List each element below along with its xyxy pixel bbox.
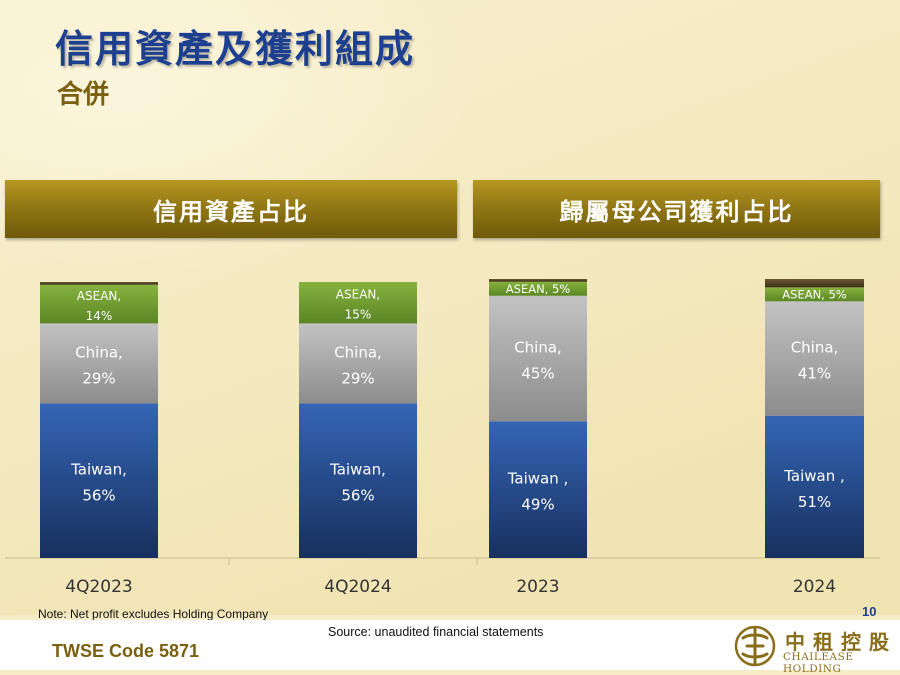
logo-chinese-text: 中租控股: [785, 630, 897, 654]
data-label-taiwan-value-0: 56%: [82, 487, 115, 505]
data-label-taiwan-value-2: 49%: [521, 496, 554, 514]
bar-asean-1: [299, 282, 417, 324]
data-label-asean-2: ASEAN, 5%: [506, 282, 571, 296]
bar-taiwan-3: [765, 415, 864, 558]
bar-asean-0: [40, 284, 158, 324]
bar-taiwan-2: [489, 421, 587, 558]
page-title: 信用資產及獲利組成: [55, 27, 416, 71]
logo-mark-icon: [734, 625, 776, 667]
x-tick-label-2: 2023: [516, 577, 559, 597]
data-label-asean-value-0: 14%: [86, 309, 113, 323]
data-label-china-value-1: 29%: [341, 369, 374, 387]
data-label-china-name-0: China,: [75, 343, 123, 361]
data-label-taiwan-name-0: Taiwan,: [70, 461, 127, 479]
data-label-china-value-3: 41%: [798, 365, 831, 383]
x-tick-label-1: 4Q2024: [324, 577, 391, 597]
bar-china-0: [40, 323, 158, 404]
data-label-china-value-0: 29%: [82, 369, 115, 387]
bar-other-0: [40, 282, 158, 285]
logo-english-text: CHAILEASE HOLDING: [783, 651, 854, 675]
page-number: 10: [862, 604, 877, 619]
data-label-asean-value-1: 15%: [345, 308, 372, 322]
bar-china-3: [765, 301, 864, 416]
bar-other-3: [765, 279, 864, 288]
source-note: Source: unaudited financial statements: [328, 625, 544, 639]
data-label-taiwan-name-2: Taiwan ,: [507, 470, 569, 488]
bar-china-2: [489, 295, 587, 422]
bar-asean-3: [765, 287, 864, 302]
data-label-china-name-2: China,: [514, 339, 562, 357]
bar-asean-2: [489, 281, 587, 296]
twse-code: TWSE Code 5871: [52, 641, 200, 661]
data-label-taiwan-name-3: Taiwan ,: [783, 467, 845, 485]
data-label-china-value-2: 45%: [521, 365, 554, 383]
x-tick-label-3: 2024: [793, 577, 836, 597]
data-label-china-name-3: China,: [791, 339, 839, 357]
bar-other-2: [489, 279, 587, 282]
page-subtitle: 合併: [57, 80, 110, 110]
banner-credit-assets: 信用資產占比: [5, 180, 457, 238]
x-tick-label-0: 4Q2023: [65, 577, 132, 597]
data-label-taiwan-value-1: 56%: [341, 487, 374, 505]
bar-taiwan-0: [40, 403, 158, 558]
data-label-asean-name-1: ASEAN,: [336, 288, 380, 302]
stacked-bar-chart: Taiwan, 56% China, 29% ASEAN, 14% 4Q2023 Taiwan…: [5, 279, 880, 597]
company-logo: 中租控股 CHAILEASE HOLDING: [733, 624, 898, 675]
bar-taiwan-1: [299, 403, 417, 558]
data-label-china-name-1: China,: [334, 343, 382, 361]
data-label-asean-name-0: ASEAN,: [77, 289, 121, 303]
banner-net-profit: 歸屬母公司獲利占比: [473, 180, 880, 238]
data-label-taiwan-value-3: 51%: [798, 493, 831, 511]
bar-china-1: [299, 323, 417, 404]
data-label-taiwan-name-1: Taiwan,: [329, 461, 386, 479]
footnote: Note: Net profit excludes Holding Compan…: [38, 607, 269, 621]
data-label-asean-3: ASEAN, 5%: [782, 287, 847, 301]
